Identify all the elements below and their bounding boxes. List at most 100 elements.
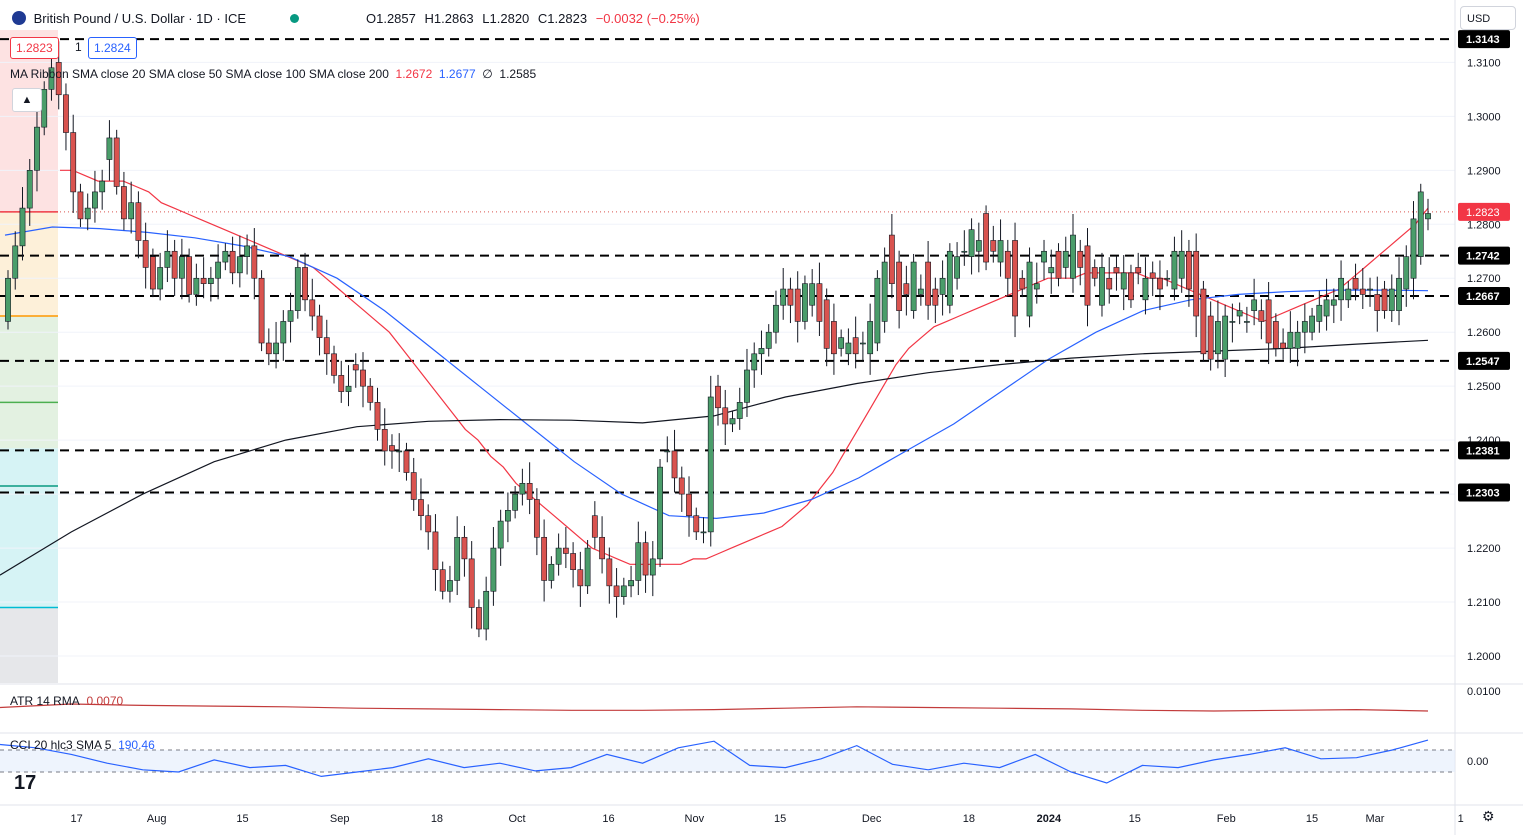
level-price-label: 1.3143 — [1466, 34, 1500, 46]
sell-button[interactable]: 1.2823 — [10, 37, 59, 59]
price-tick-label: 1.2900 — [1467, 165, 1501, 177]
candle-body — [142, 240, 149, 268]
candle-body — [859, 342, 866, 345]
candle-body — [19, 207, 26, 247]
candle-body — [106, 137, 113, 160]
candle-body — [294, 267, 301, 311]
time-tick-label: 16 — [602, 813, 614, 825]
candle-body — [352, 364, 359, 371]
candle-body — [628, 580, 634, 587]
candle-body — [345, 385, 352, 392]
currency-selector[interactable]: USD — [1460, 6, 1516, 30]
candle-body — [331, 353, 337, 376]
candle-body — [1048, 267, 1055, 274]
level-price-badge — [1458, 287, 1510, 306]
sma200-value: 1.2585 — [499, 67, 537, 81]
price-axis[interactable]: 1.3100 1.3000 1.2900 1.2800 1.2700 1.2600 1.25… — [1458, 30, 1510, 663]
candle-body — [729, 418, 736, 425]
candle-body — [171, 250, 178, 279]
candle-body — [896, 261, 903, 311]
candle-body — [34, 126, 40, 171]
candle-body — [447, 580, 453, 592]
candle-body — [244, 245, 250, 257]
candle-body — [113, 137, 120, 187]
candle-body — [164, 250, 171, 268]
time-axis[interactable]: 17 Aug 15 Sep 18 Oct 16 Nov 15 Dec 18 2024 15 Feb 15 Ma… — [71, 813, 1464, 825]
candle-body — [1164, 277, 1171, 280]
candle-body — [1207, 315, 1214, 360]
candle-body — [338, 375, 345, 392]
candle-body — [1323, 299, 1330, 317]
candle-body — [975, 240, 982, 252]
candle-body — [1142, 277, 1149, 301]
candle-body — [258, 277, 265, 344]
level-price-label: 1.2547 — [1466, 356, 1500, 368]
candle-body — [1004, 250, 1011, 279]
candle-body — [99, 180, 106, 193]
candle-body — [403, 450, 410, 473]
gear-icon[interactable]: ⚙ — [1482, 808, 1495, 824]
candle-body — [70, 132, 77, 193]
candle-body — [1374, 294, 1381, 311]
candle-body — [77, 191, 84, 220]
candle-body — [780, 288, 787, 306]
candle-body — [1062, 250, 1069, 268]
sma100-value: ∅ — [482, 67, 493, 81]
candle-body — [526, 483, 533, 500]
tradingview-logo-icon[interactable]: 17 — [14, 772, 37, 794]
candle-body — [722, 407, 729, 425]
atr-legend[interactable]: ATR 14 RMA 0.0070 — [10, 694, 123, 708]
candle-body — [1272, 321, 1279, 349]
candle-body — [1294, 331, 1301, 349]
level-price-badge — [1458, 483, 1510, 502]
candle-body — [476, 607, 482, 630]
indicator-panes: 0.0100 0.00 — [0, 686, 1501, 784]
sma-legend[interactable]: MA Ribbon SMA close 20 SMA close 50 SMA … — [10, 67, 536, 81]
symbol-header[interactable]: British Pound / U.S. Dollar · 1D · ICE — [12, 11, 313, 26]
candle-body — [664, 450, 671, 453]
candle-body — [751, 353, 758, 371]
candle-body — [302, 267, 308, 301]
buy-button[interactable]: 1.2824 — [88, 37, 137, 59]
candle-body — [461, 536, 468, 560]
candle-body — [888, 234, 895, 284]
candle-body — [657, 466, 663, 560]
open-value: O1.2857 — [366, 11, 416, 26]
candle-body — [707, 396, 714, 533]
candle-body — [541, 536, 548, 581]
candle-body — [41, 89, 48, 128]
candle-body — [678, 477, 685, 495]
candle-body — [1287, 331, 1294, 349]
candle-body — [1258, 310, 1265, 322]
candle-body — [758, 348, 765, 355]
candle-body — [84, 207, 91, 220]
horizontal-levels[interactable] — [0, 38, 1455, 494]
candle-body — [207, 277, 214, 284]
price-tick-label: 1.2100 — [1467, 597, 1501, 609]
candle-body — [1388, 288, 1395, 311]
candle-body — [374, 402, 381, 430]
symbol-title: British Pound / U.S. Dollar · 1D · ICE — [33, 11, 247, 26]
time-tick-label: Oct — [508, 813, 525, 825]
candle-body — [1214, 321, 1221, 355]
candle-body — [1229, 321, 1236, 323]
cci-legend[interactable]: CCI 20 hlc3 SMA 5 190.46 — [10, 738, 155, 752]
ohlc-values: O1.2857 H1.2863 L1.2820 C1.2823 −0.0032 … — [366, 11, 705, 26]
candle-body — [5, 277, 11, 322]
candle-body — [983, 213, 989, 263]
time-tick-label: 1 — [1458, 813, 1464, 825]
candle-body — [1367, 288, 1373, 291]
flag-icon — [12, 11, 26, 25]
candle-body — [432, 531, 439, 570]
candle-body — [490, 547, 497, 592]
candle-body — [577, 569, 584, 587]
candle-body — [917, 288, 924, 295]
candle-body — [635, 542, 642, 581]
sma200-line — [0, 339, 1429, 576]
sma20-line — [60, 169, 1429, 565]
candle-body — [1055, 250, 1062, 279]
sma20-value: 1.2672 — [395, 67, 433, 81]
chevron-up-icon[interactable]: ▲ — [12, 88, 42, 112]
